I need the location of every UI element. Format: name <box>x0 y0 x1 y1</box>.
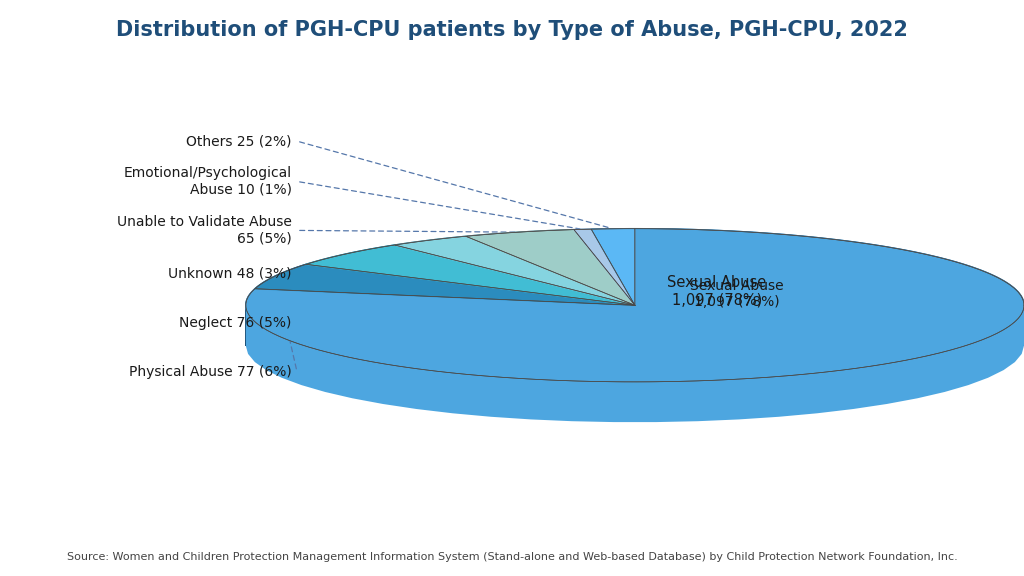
Polygon shape <box>255 264 635 305</box>
Polygon shape <box>573 229 635 305</box>
Text: Sexual Abuse
1,097 (78%): Sexual Abuse 1,097 (78%) <box>690 279 784 309</box>
Polygon shape <box>306 245 635 305</box>
Text: Unable to Validate Abuse
65 (5%): Unable to Validate Abuse 65 (5%) <box>117 215 292 245</box>
Polygon shape <box>466 230 635 305</box>
Text: Distribution of PGH-CPU patients by Type of Abuse, PGH-CPU, 2022: Distribution of PGH-CPU patients by Type… <box>116 20 908 40</box>
Text: Neglect 76 (5%): Neglect 76 (5%) <box>179 316 292 329</box>
Text: Sexual Abuse
1,097 (78%): Sexual Abuse 1,097 (78%) <box>668 275 766 307</box>
Polygon shape <box>246 229 1024 382</box>
Polygon shape <box>246 229 1024 346</box>
Text: Physical Abuse 77 (6%): Physical Abuse 77 (6%) <box>129 365 292 378</box>
Polygon shape <box>394 236 635 305</box>
Text: Unknown 48 (3%): Unknown 48 (3%) <box>168 267 292 281</box>
Text: Others 25 (2%): Others 25 (2%) <box>186 134 292 148</box>
Text: Emotional/Psychological
Abuse 10 (1%): Emotional/Psychological Abuse 10 (1%) <box>124 166 292 196</box>
Polygon shape <box>591 229 635 305</box>
Polygon shape <box>246 305 1024 422</box>
Text: Source: Women and Children Protection Management Information System (Stand-alone: Source: Women and Children Protection Ma… <box>67 552 957 562</box>
